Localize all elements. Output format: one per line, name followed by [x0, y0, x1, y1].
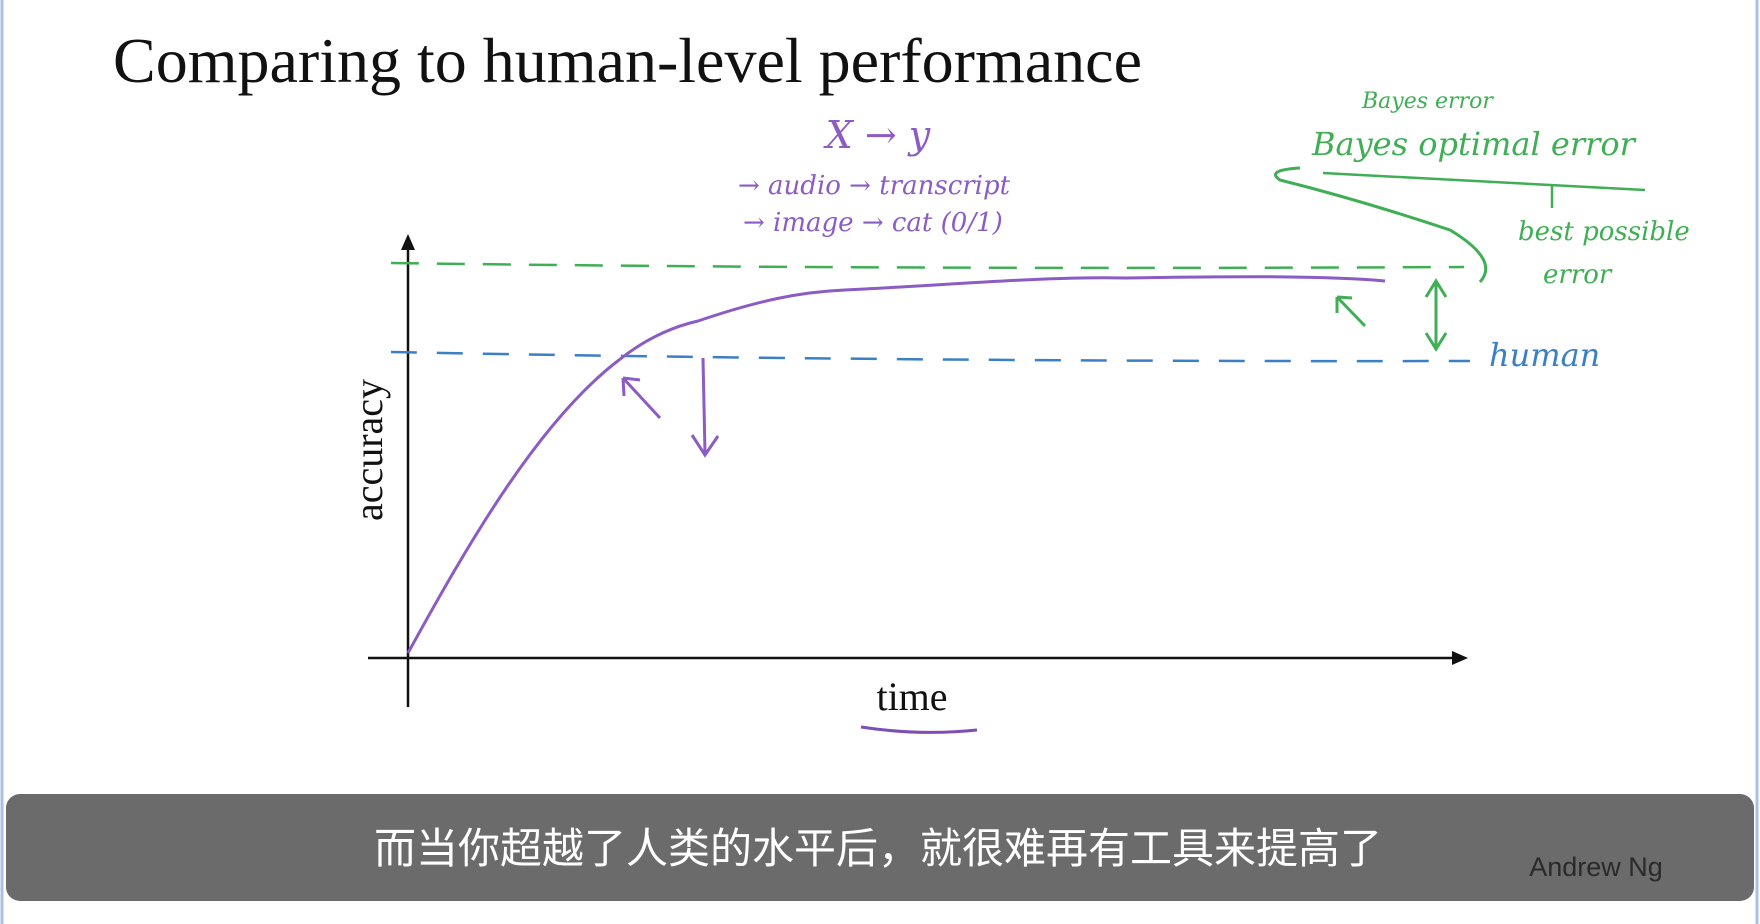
bayes-error-line — [390, 261, 1465, 270]
note: error — [1543, 260, 1613, 290]
note: best possible — [1518, 217, 1690, 247]
subtitle: 而当你超越了人类的水平后，就很难再有工具来提高了 — [374, 824, 1382, 873]
brace — [1274, 166, 1488, 284]
x-axis-label: time — [876, 674, 947, 719]
watermark: Andrew Ng — [1529, 852, 1663, 882]
slide-title: Comparing to human-level performance — [113, 25, 1142, 96]
note: → image → cat (0/1) — [743, 208, 1003, 238]
note: Bayes optimal error — [1311, 125, 1637, 163]
arrow — [621, 376, 662, 420]
note: Bayes error — [1361, 89, 1494, 114]
underline — [1322, 171, 1646, 192]
arrow — [690, 357, 720, 458]
note: X → y — [823, 113, 931, 157]
performance-curve — [406, 275, 1386, 654]
arrow — [1335, 295, 1367, 328]
subtitle-bar — [6, 794, 1754, 901]
note: human — [1489, 336, 1600, 374]
x-axis-arrow — [1452, 651, 1468, 665]
y-axis-arrow — [401, 234, 415, 250]
y-axis-label: accuracy — [346, 379, 391, 521]
underline — [860, 725, 978, 734]
double-arrow — [1424, 278, 1448, 352]
human-level-line — [390, 350, 1471, 363]
note: → audio → transcript — [738, 171, 1011, 201]
